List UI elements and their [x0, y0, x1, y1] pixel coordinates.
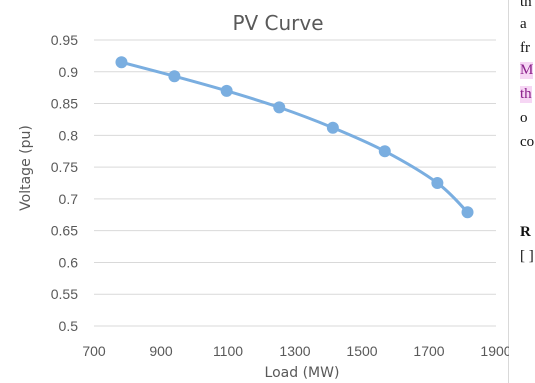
chart-frame — [508, 0, 509, 383]
side-text-line: th — [520, 0, 532, 10]
x-tick-label: 1500 — [346, 343, 377, 359]
chart-title: PV Curve — [232, 11, 323, 35]
y-tick-label: 0.5 — [59, 318, 79, 334]
side-text-line: M — [520, 62, 534, 79]
y-tick-label: 0.95 — [51, 32, 78, 48]
x-tick-label: 1700 — [413, 343, 444, 359]
y-tick-label: 0.65 — [51, 223, 78, 239]
y-tick-label: 0.8 — [59, 127, 79, 143]
y-tick-label: 0.9 — [59, 64, 79, 80]
y-tick-labels: 0.5 0.55 0.6 0.65 0.7 0.75 0.8 0.85 0.9 0.95 — [51, 32, 78, 334]
x-tick-label: 1900 — [480, 343, 509, 359]
data-point — [168, 70, 181, 83]
y-tick-label: 0.85 — [51, 96, 78, 112]
x-tick-label: 700 — [82, 343, 106, 359]
side-text-line: co — [520, 134, 535, 150]
side-text-line: a — [520, 16, 527, 32]
y-tick-label: 0.7 — [59, 191, 79, 207]
y-tick-label: 0.75 — [51, 159, 78, 175]
x-tick-label: 1100 — [213, 343, 243, 359]
side-text-line: o — [520, 110, 528, 126]
data-point — [378, 145, 391, 158]
data-point — [461, 206, 474, 219]
data-point — [220, 84, 233, 97]
y-tick-label: 0.6 — [59, 254, 79, 270]
side-text-line: fr — [520, 40, 530, 56]
side-text-line: [ ] — [520, 248, 534, 264]
series-line — [119, 60, 470, 214]
data-point — [273, 101, 286, 114]
x-tick-label: 1300 — [279, 343, 310, 359]
data-point — [431, 177, 444, 189]
x-tick-labels: 700 900 1100 1300 1500 1700 1900 — [82, 343, 509, 359]
y-tick-label: 0.55 — [51, 286, 78, 302]
x-tick-label: 900 — [149, 343, 173, 359]
data-point — [115, 56, 128, 69]
side-text-line: th — [520, 86, 532, 103]
pv-curve-chart: PV Curve 0.5 0.55 0.6 0.65 0.7 0.75 0.8 0.85 0.9… — [18, 11, 509, 381]
y-axis-title: Voltage (pu) — [18, 125, 34, 211]
data-points — [115, 56, 474, 219]
data-point — [326, 121, 339, 134]
side-text-line: R — [520, 224, 531, 240]
x-axis-title: Load (MW) — [265, 365, 340, 381]
